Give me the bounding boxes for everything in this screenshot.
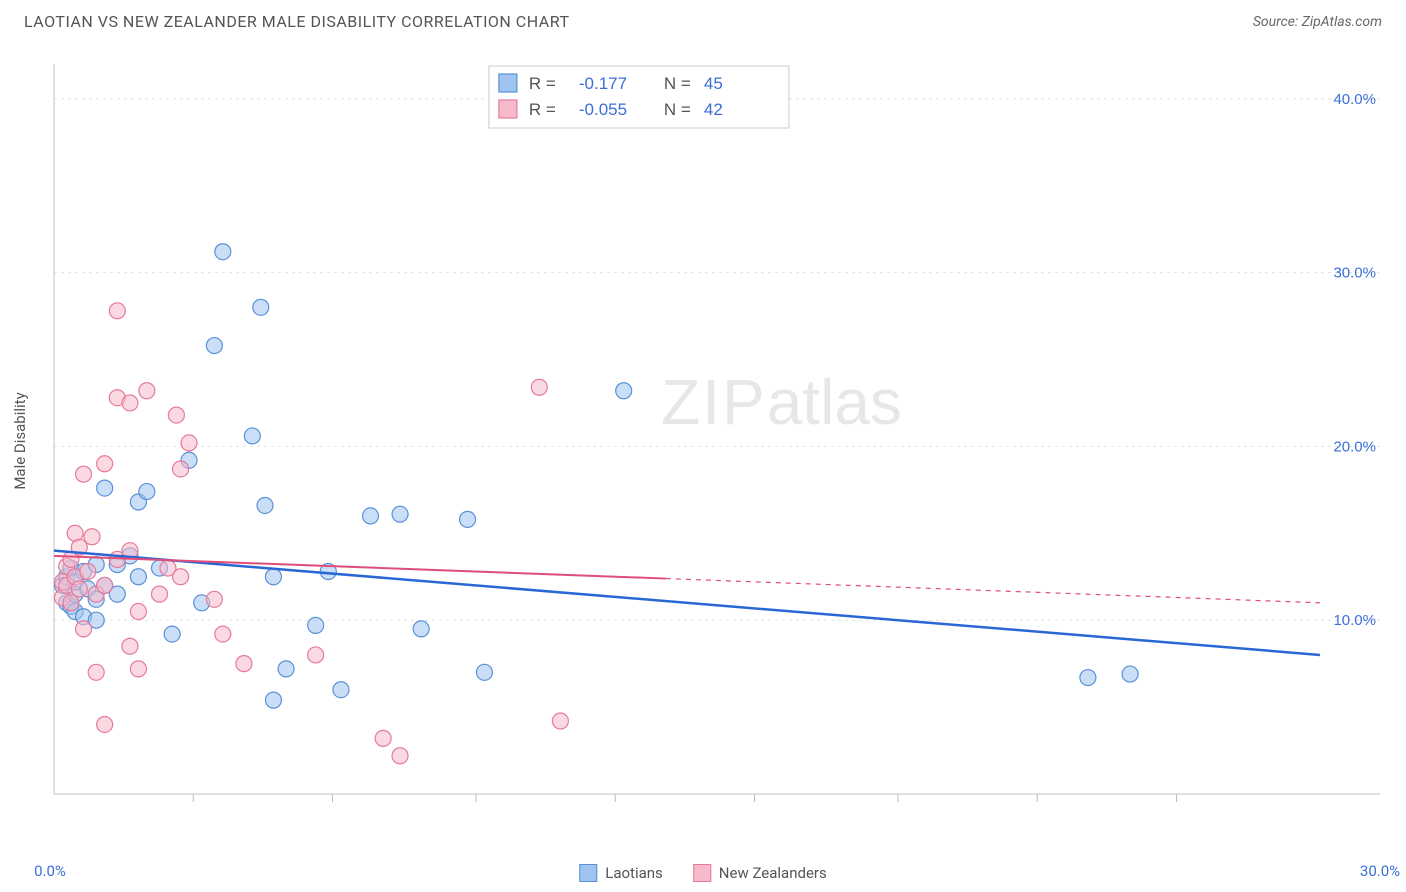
y-axis-label: Male Disability	[11, 392, 29, 489]
header: LAOTIAN VS NEW ZEALANDER MALE DISABILITY…	[0, 0, 1406, 39]
legend-swatch-newzealanders	[693, 864, 711, 882]
legend-item-laotians: Laotians	[579, 864, 663, 882]
legend-item-newzealanders: New Zealanders	[693, 864, 827, 882]
legend-swatch-laotians	[579, 864, 597, 882]
source-label: Source: ZipAtlas.com	[1253, 14, 1382, 30]
scatter-plot: 10.0% 20.0% 30.0% 40.0% R = -0.177 N = 45 R = -0.…	[50, 46, 1380, 836]
legend-label-newzealanders: New Zealanders	[719, 864, 827, 882]
svg-text:-0.055: -0.055	[579, 100, 627, 119]
svg-text:10.0%: 10.0%	[1333, 612, 1376, 629]
chart-title: LAOTIAN VS NEW ZEALANDER MALE DISABILITY…	[24, 12, 570, 31]
svg-text:42: 42	[704, 100, 723, 119]
svg-text:R =: R =	[529, 74, 556, 93]
svg-text:-0.177: -0.177	[579, 74, 627, 93]
legend-label-laotians: Laotians	[605, 864, 663, 882]
svg-text:20.0%: 20.0%	[1333, 438, 1376, 455]
svg-text:R =: R =	[529, 100, 556, 119]
plot-area: Male Disability 10.0%20.0%30.0%40.0%R =-…	[50, 46, 1380, 836]
svg-text:40.0%: 40.0%	[1333, 91, 1376, 108]
svg-text:45: 45	[704, 74, 723, 93]
x-tick-label-left: 0.0%	[34, 862, 66, 880]
x-tick-label-right: 30.0%	[1360, 862, 1400, 880]
bottom-legend: Laotians New Zealanders	[579, 864, 826, 882]
svg-text:N =: N =	[664, 100, 691, 119]
svg-text:N =: N =	[664, 74, 691, 93]
svg-text:30.0%: 30.0%	[1333, 265, 1376, 282]
